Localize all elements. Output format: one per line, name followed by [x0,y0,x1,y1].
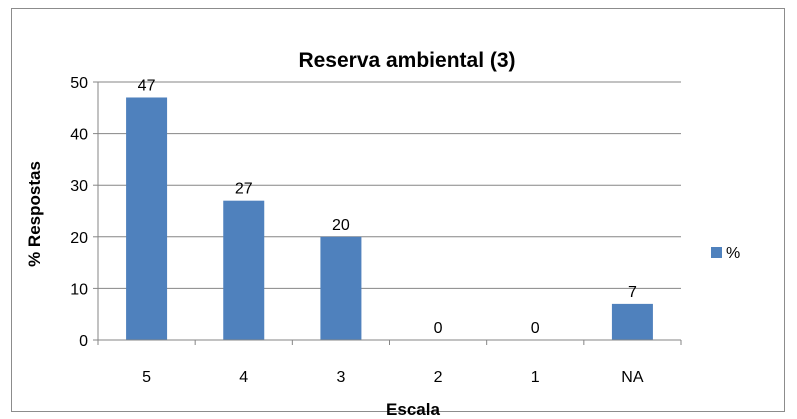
x-tick-label: 2 [434,369,443,386]
y-tick-label: 20 [70,230,88,247]
gridlines [98,81,681,289]
x-tick-label: NA [621,369,644,386]
data-label: 27 [235,181,253,198]
y-axis-ticks: 0 10 20 30 40 50 [70,75,98,350]
bar [126,97,168,340]
bar [611,303,653,340]
bars [126,97,653,340]
data-label: 7 [628,284,637,301]
x-axis-ticks: 5 4 3 2 1 NA [97,340,682,386]
y-tick-label: 40 [70,127,88,144]
x-axis-label: Escala [386,400,440,419]
x-tick-label: 3 [336,369,345,386]
y-tick-label: 50 [70,75,88,92]
y-tick-label: 10 [70,281,88,298]
legend-label: % [726,245,740,262]
bar [223,200,265,340]
data-label: 0 [531,320,540,337]
data-labels: 47 27 20 0 0 7 [138,77,637,337]
x-tick-label: 4 [239,369,248,386]
x-tick-label: 5 [142,369,151,386]
chart-title: Reserva ambiental (3) [298,49,515,72]
data-label: 0 [434,320,443,337]
bar [320,236,362,340]
x-tick-label: 1 [531,369,540,386]
data-label: 47 [138,77,156,94]
y-axis-label: % Respostas [25,161,44,267]
legend-swatch [711,247,722,258]
data-label: 20 [332,217,350,234]
y-tick-label: 0 [79,333,88,350]
y-tick-label: 30 [70,178,88,195]
